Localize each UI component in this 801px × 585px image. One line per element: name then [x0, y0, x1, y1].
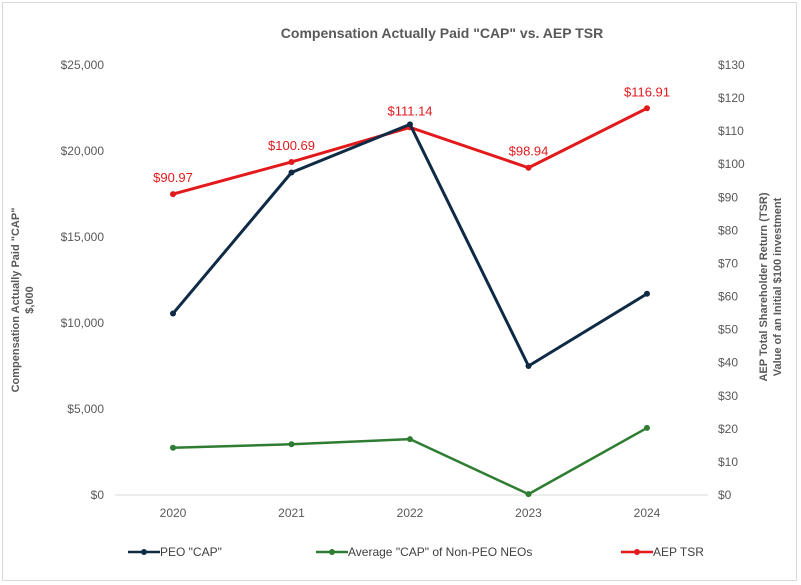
- data-point-neo-cap: [525, 491, 532, 498]
- tsr-data-label: $116.91: [624, 84, 670, 99]
- data-point-peo-cap: [407, 121, 413, 128]
- left-tick-label: $0: [91, 488, 105, 502]
- right-tick-label: $0: [718, 488, 732, 502]
- right-tick-label: $10: [718, 455, 738, 469]
- left-tick-label: $25,000: [61, 58, 105, 72]
- data-point-peo-cap: [170, 310, 176, 317]
- x-tick-label: 2024: [634, 506, 661, 520]
- data-point-aep-tsr: [644, 105, 650, 112]
- data-point-peo-cap: [525, 363, 532, 369]
- data-labels: $90.97 $100.69 $111.14 $98.94 $116.91: [153, 84, 670, 185]
- data-point-aep-tsr: [525, 164, 532, 171]
- right-tick-label: $60: [718, 290, 738, 304]
- data-point-aep-tsr: [170, 191, 176, 198]
- right-tick-label: $20: [718, 422, 738, 436]
- x-tick-label: 2022: [397, 506, 424, 520]
- tsr-data-label: $98.94: [509, 144, 549, 159]
- legend-marker-dot-tsr: [634, 549, 640, 555]
- series-line-peo-cap: [171, 122, 648, 368]
- data-point-neo-cap: [407, 436, 413, 443]
- data-point-aep-tsr: [288, 158, 295, 165]
- right-tick-label: $90: [718, 190, 738, 204]
- tsr-data-label: $111.14: [387, 103, 432, 118]
- right-axis-title-line1: AEP Total Shareholder Return (TSR): [758, 192, 770, 381]
- right-axis-ticks: $0 $10 $20 $30 $40 $50 $60 $70 $80 $90 $100 $110 $12…: [718, 58, 745, 502]
- data-point-neo-cap: [170, 444, 176, 451]
- right-tick-label: $120: [718, 91, 745, 105]
- legend-marker-dot-peo: [141, 549, 147, 555]
- series-line-aep-tsr: [172, 106, 648, 196]
- left-axis-ticks: $0 $5,000 $10,000 $15,000 $20,000 $25,000: [61, 58, 105, 502]
- right-tick-label: $40: [718, 356, 738, 370]
- right-tick-label: $80: [718, 223, 738, 237]
- data-point-neo-cap: [644, 424, 650, 431]
- data-point-neo-cap: [288, 441, 295, 448]
- tsr-data-label: $100.69: [268, 138, 315, 153]
- right-axis-title-line2: Value of an Initial $100 investment: [772, 197, 784, 376]
- tsr-data-label: $90.97: [153, 170, 193, 185]
- x-tick-label: 2020: [160, 506, 187, 520]
- left-axis-title-line2: $,000: [24, 286, 36, 314]
- data-point-peo-cap: [288, 169, 295, 176]
- right-tick-label: $70: [718, 256, 738, 270]
- legend-label-tsr: AEP TSR: [653, 545, 704, 559]
- left-tick-label: $15,000: [61, 230, 105, 244]
- data-point-peo-cap: [644, 290, 650, 297]
- left-tick-label: $20,000: [61, 144, 105, 158]
- x-tick-label: 2021: [278, 506, 305, 520]
- left-tick-label: $10,000: [61, 316, 105, 330]
- right-tick-label: $100: [718, 157, 745, 171]
- right-tick-label: $110: [718, 124, 744, 138]
- x-tick-label: 2023: [515, 506, 542, 520]
- left-axis-title-line1: Compensation Actually Paid "CAP": [10, 208, 22, 393]
- chart-title: Compensation Actually Paid "CAP" vs. AEP…: [281, 25, 603, 41]
- legend: PEO "CAP" Average "CAP" of Non-PEO NEOs …: [128, 545, 704, 559]
- right-tick-label: $130: [718, 58, 745, 72]
- x-axis-ticks: 2020 2021 2022 2023 2024: [160, 506, 661, 520]
- legend-label-peo: PEO "CAP": [160, 545, 222, 559]
- series-layer: [170, 105, 650, 498]
- left-tick-label: $5,000: [67, 402, 104, 416]
- legend-marker-dot-neo: [329, 549, 335, 555]
- right-tick-label: $50: [718, 323, 738, 337]
- legend-label-neo: Average "CAP" of Non-PEO NEOs: [348, 545, 532, 559]
- right-tick-label: $30: [718, 389, 738, 403]
